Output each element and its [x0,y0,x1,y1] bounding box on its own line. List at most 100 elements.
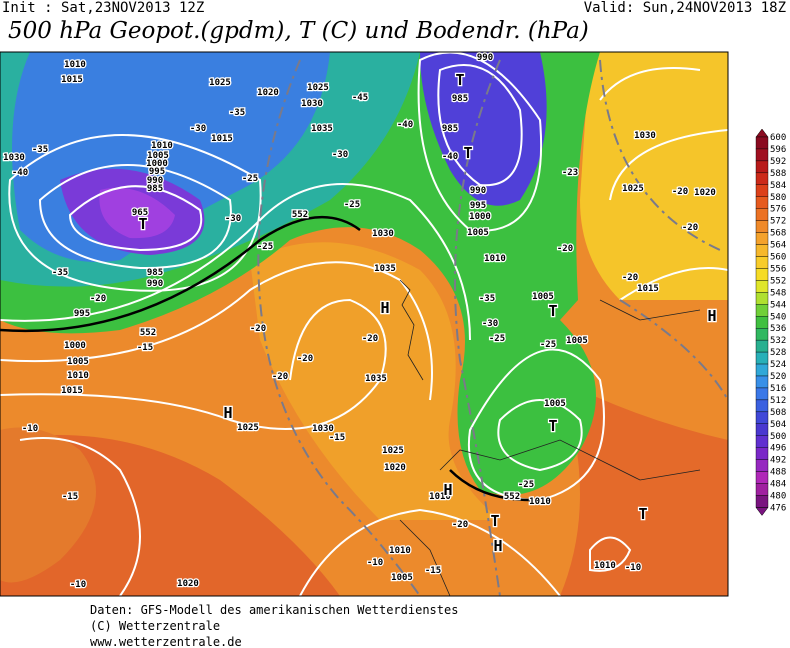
colorbar-label: 532 [770,336,786,346]
colorbar-swatch [755,256,769,269]
contour-label: 1010 [64,60,86,70]
map-field [0,52,728,596]
contour-label: 1030 [3,153,25,163]
contour-label: 1030 [312,424,334,434]
contour-label: 1005 [544,399,566,409]
colorbar-label: 516 [770,384,786,394]
colorbar-swatch [755,280,769,293]
contour-label: -20 [557,244,573,254]
footer-source: Daten: GFS-Modell des amerikanischen Wet… [90,603,458,617]
contour-label: -25 [344,200,360,210]
colorbar-swatch [755,232,769,245]
contour-label: 1010 [594,561,616,571]
contour-label: 1035 [365,374,387,384]
pressure-center-label: T [548,302,557,320]
colorbar-label: 496 [770,444,786,454]
colorbar-swatch [755,136,769,150]
contour-label: 1025 [622,184,644,194]
colorbar-label: 548 [770,288,786,298]
colorbar-swatch [755,351,769,365]
colorbar-swatch [755,471,769,484]
colorbar-swatch [755,268,769,281]
contour-label: 1000 [469,212,491,222]
contour-label: 1005 [532,292,554,302]
colorbar-label: 560 [770,253,786,263]
colorbar-top-arrow [755,128,769,138]
contour-label: 995 [470,201,486,211]
contour-label: -45 [352,93,368,103]
contour-label: -25 [242,174,258,184]
contour-label: -23 [562,168,578,178]
contour-label: -35 [229,108,245,118]
colorbar-label: 480 [770,492,786,502]
colorbar-label: 596 [770,145,786,155]
pressure-center-label: T [548,417,557,435]
colorbar-label: 592 [770,157,786,167]
colorbar-label: 556 [770,264,786,274]
contour-label: 1010 [429,492,451,502]
contour-label: 552 [504,492,520,502]
contour-label: 990 [147,176,163,186]
contour-label: 1030 [372,229,394,239]
contour-label: 995 [149,167,165,177]
colorbar-label: 492 [770,456,786,466]
contour-label: 985 [147,184,163,194]
footer-url: www.wetterzentrale.de [90,635,242,648]
contour-label: -10 [22,424,38,434]
colorbar-label: 572 [770,217,786,227]
colorbar-swatch [755,411,769,425]
colorbar-label: 552 [770,276,786,286]
contour-label: 1035 [374,264,396,274]
colorbar-swatch [755,363,769,377]
colorbar-label: 568 [770,229,786,239]
colorbar-swatch [755,184,769,197]
contour-label: -30 [332,150,348,160]
contour-label: -20 [362,334,378,344]
colorbar-label: 528 [770,348,786,358]
colorbar-label: 536 [770,324,786,334]
contour-label: -30 [482,319,498,329]
colorbar-swatch [755,495,769,508]
colorbar-swatch [755,148,769,162]
contour-label: -30 [225,214,241,224]
contour-label: 1010 [484,254,506,264]
colorbar-label: 544 [770,300,786,310]
contour-label: 990 [147,279,163,289]
contour-label: 1030 [301,99,323,109]
contour-label: 1005 [67,357,89,367]
colorbar-label: 600 [770,133,786,143]
contour-label: 990 [477,53,493,63]
pressure-center-label: T [490,512,499,530]
contour-label: -20 [452,520,468,530]
contour-label: 995 [74,309,90,319]
pressure-center-label: H [380,299,389,317]
contour-label: 1035 [311,124,333,134]
init-time: Init : Sat,23NOV2013 12Z [2,0,204,16]
colorbar-label: 580 [770,193,786,203]
colorbar-label: 576 [770,205,786,215]
colorbar-swatch [755,375,769,389]
contour-label: -20 [297,354,313,364]
contour-label: 1010 [67,371,89,381]
valid-time: Valid: Sun,24NOV2013 18Z [584,0,786,16]
pressure-center-label: H [223,404,232,422]
colorbar-label: 512 [770,396,786,406]
pressure-center-label: T [455,71,464,89]
contour-label: 1015 [637,284,659,294]
contour-label: -20 [250,324,266,334]
contour-label: -20 [272,372,288,382]
contour-label: 1015 [61,75,83,85]
contour-label: -25 [489,334,505,344]
contour-label: 552 [292,210,308,220]
colorbar-swatch [755,316,769,329]
contour-label: -25 [518,480,534,490]
colorbar-swatch [755,208,769,221]
colorbar-label: 588 [770,169,786,179]
contour-label: 1005 [391,573,413,583]
contour-label: -25 [257,242,273,252]
contour-label: 1025 [209,78,231,88]
